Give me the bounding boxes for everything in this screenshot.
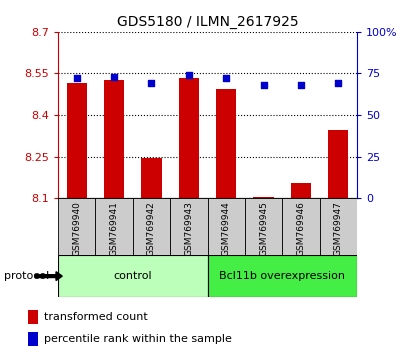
Point: [148, 81, 155, 86]
Text: GSM769940: GSM769940: [72, 201, 81, 256]
Bar: [208, 198, 245, 255]
Text: GSM769945: GSM769945: [259, 201, 268, 256]
Point: [298, 82, 304, 88]
Text: GSM769947: GSM769947: [334, 201, 343, 256]
Text: control: control: [113, 271, 152, 281]
Point: [111, 74, 117, 80]
Bar: [58, 255, 208, 297]
Text: transformed count: transformed count: [44, 312, 147, 322]
Bar: [28, 310, 38, 324]
Text: GSM769943: GSM769943: [184, 201, 193, 256]
Point: [260, 82, 267, 88]
Bar: [28, 332, 38, 346]
Title: GDS5180 / ILMN_2617925: GDS5180 / ILMN_2617925: [117, 16, 298, 29]
Bar: [104, 80, 124, 198]
Bar: [178, 78, 199, 198]
Bar: [170, 198, 208, 255]
Point: [223, 76, 229, 81]
Bar: [216, 89, 237, 198]
Bar: [58, 198, 95, 255]
Text: protocol: protocol: [4, 271, 49, 281]
Text: Bcl11b overexpression: Bcl11b overexpression: [219, 271, 345, 281]
Bar: [133, 198, 170, 255]
Text: GSM769944: GSM769944: [222, 201, 231, 256]
Bar: [66, 83, 87, 198]
Bar: [290, 183, 311, 198]
Text: GSM769942: GSM769942: [147, 201, 156, 256]
Bar: [208, 255, 357, 297]
Text: percentile rank within the sample: percentile rank within the sample: [44, 334, 232, 344]
Point: [335, 81, 342, 86]
Bar: [141, 158, 162, 198]
Bar: [328, 130, 349, 198]
Bar: [253, 197, 274, 198]
Bar: [95, 198, 133, 255]
Text: GSM769946: GSM769946: [296, 201, 305, 256]
Bar: [320, 198, 357, 255]
Point: [186, 72, 192, 78]
Point: [73, 76, 80, 81]
Text: GSM769941: GSM769941: [110, 201, 119, 256]
Bar: [245, 198, 282, 255]
Bar: [282, 198, 320, 255]
